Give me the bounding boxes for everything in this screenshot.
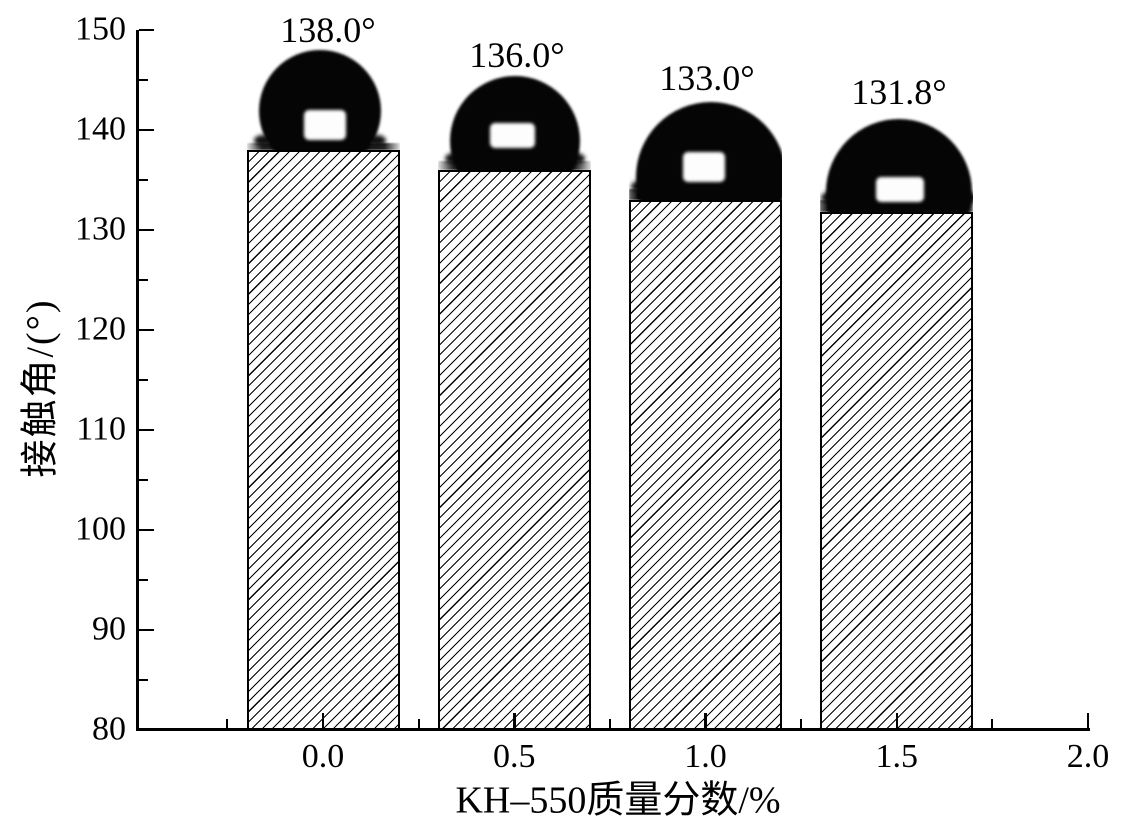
droplet-highlight — [683, 151, 725, 182]
bar-value-label: 138.0° — [280, 10, 376, 50]
bar — [629, 200, 782, 731]
droplet-wing — [254, 135, 272, 146]
droplet-highlight — [304, 110, 346, 140]
y-tick — [139, 428, 154, 432]
x-tick-label: 0.0 — [301, 738, 345, 775]
x-tick — [513, 713, 516, 728]
y-tick-label: 100 — [75, 510, 126, 548]
water-droplet-photo — [437, 74, 591, 170]
bar-value-label: 133.0° — [659, 58, 755, 98]
x-tick — [1086, 713, 1090, 728]
x-minor-tick — [226, 719, 229, 728]
droplet-highlight — [876, 176, 925, 202]
y-tick-label: 140 — [75, 110, 126, 148]
y-axis-line — [136, 30, 139, 731]
water-droplet-photo — [629, 100, 782, 200]
y-minor-tick — [139, 679, 148, 681]
x-axis-line — [136, 728, 1090, 731]
y-tick-label: 130 — [75, 210, 126, 248]
y-tick-label: 80 — [92, 710, 126, 748]
y-minor-tick — [139, 479, 148, 481]
x-tick-label: 2.0 — [1066, 738, 1110, 775]
y-tick-label: 120 — [75, 310, 126, 348]
bar — [437, 170, 591, 731]
y-minor-tick — [139, 179, 148, 181]
y-minor-tick — [139, 279, 148, 281]
y-tick-label: 150 — [75, 10, 126, 48]
x-tick — [321, 713, 325, 728]
bar — [246, 150, 400, 731]
bar-value-label: 131.8° — [851, 72, 947, 112]
x-minor-tick — [800, 719, 803, 728]
y-tick — [139, 128, 154, 132]
x-tick-label: 1.5 — [875, 738, 919, 775]
x-minor-tick — [417, 719, 420, 728]
x-tick — [895, 713, 898, 728]
y-tick — [139, 528, 154, 532]
y-tick — [139, 28, 154, 32]
y-minor-tick — [139, 79, 148, 81]
x-tick-label: 0.5 — [493, 738, 536, 775]
x-minor-tick — [608, 719, 611, 728]
x-tick — [704, 713, 707, 728]
y-minor-tick — [139, 379, 148, 381]
droplet-wing — [368, 135, 386, 146]
x-axis-title: KH–550质量分数/% — [455, 779, 781, 822]
bar — [820, 212, 974, 731]
y-tick — [139, 728, 154, 732]
y-tick-label: 90 — [92, 610, 126, 648]
y-tick — [139, 328, 154, 332]
y-tick — [139, 228, 154, 232]
x-tick-label: 1.0 — [684, 738, 727, 775]
water-droplet-photo — [246, 42, 400, 150]
droplet-silhouette — [636, 101, 782, 200]
y-tick — [139, 628, 154, 632]
y-minor-tick — [139, 579, 148, 581]
y-tick-label: 110 — [76, 410, 126, 448]
x-minor-tick — [991, 719, 994, 728]
bar-value-label: 136.0° — [469, 35, 565, 75]
water-droplet-photo — [820, 117, 974, 212]
droplet-highlight — [489, 123, 535, 148]
